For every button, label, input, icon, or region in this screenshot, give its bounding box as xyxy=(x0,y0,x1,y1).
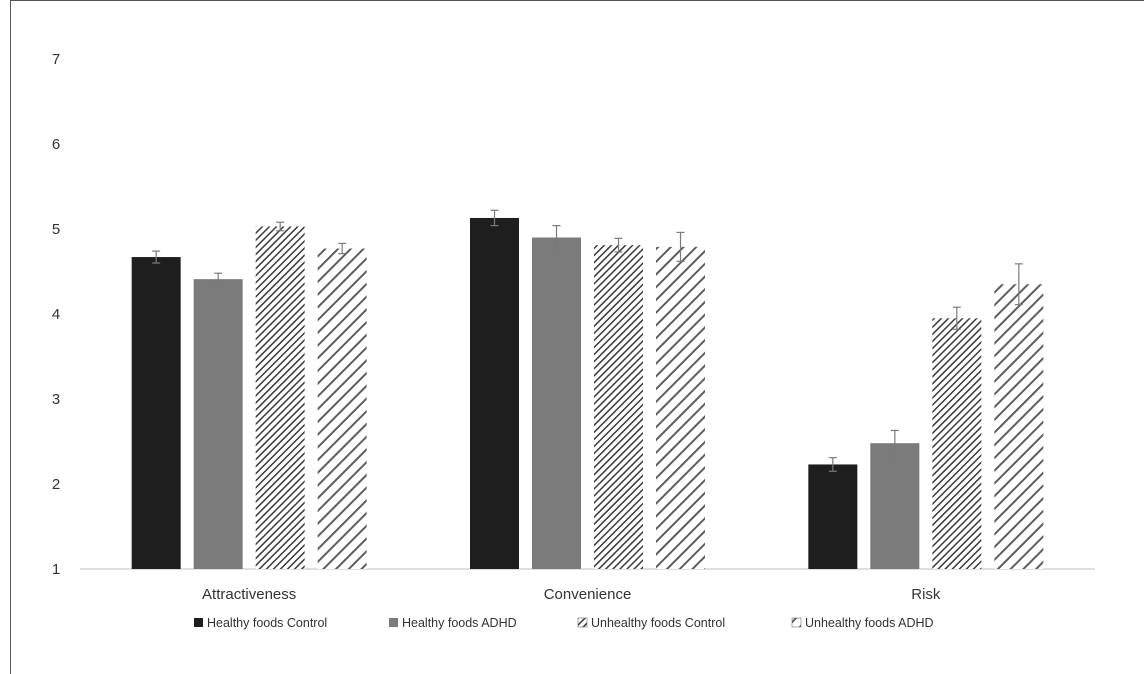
legend-item: Healthy foods ADHD xyxy=(389,616,517,630)
legend-item: Unhealthy foods ADHD xyxy=(791,616,934,630)
bar-convenience-unhealthy-foods-control xyxy=(594,245,643,569)
error-bar xyxy=(676,231,685,262)
legend-label: Healthy foods ADHD xyxy=(402,616,517,630)
legend-item: Unhealthy foods Control xyxy=(577,616,725,630)
error-bar xyxy=(276,221,285,232)
legend-swatch xyxy=(577,617,588,628)
error-bar xyxy=(214,272,223,286)
error-bar xyxy=(338,242,347,255)
bar-risk-healthy-foods-control xyxy=(808,464,858,569)
bar-convenience-healthy-foods-adhd xyxy=(532,237,581,569)
legend: Healthy foods Control Healthy foods ADHD U… xyxy=(194,616,934,630)
error-bar xyxy=(1014,263,1023,306)
bar-attractiveness-healthy-foods-adhd xyxy=(193,279,243,569)
bar-risk-healthy-foods-adhd xyxy=(870,443,920,569)
error-bar xyxy=(614,237,623,253)
bar-convenience-unhealthy-foods-adhd xyxy=(656,246,705,569)
y-tick-label: 6 xyxy=(52,136,60,153)
bar-attractiveness-unhealthy-foods-adhd xyxy=(317,248,367,570)
legend-swatch xyxy=(194,618,203,627)
category-label: Risk xyxy=(911,586,941,603)
bar-risk-unhealthy-foods-control xyxy=(932,318,982,569)
bar-attractiveness-unhealthy-foods-control xyxy=(255,226,305,569)
error-bar xyxy=(152,250,161,264)
legend-label: Unhealthy foods Control xyxy=(591,616,725,630)
error-bar xyxy=(952,306,961,330)
error-bars-group xyxy=(152,209,1023,472)
error-bar xyxy=(490,209,499,227)
y-tick-label: 4 xyxy=(52,306,60,323)
legend-swatch xyxy=(791,617,802,628)
error-bar xyxy=(890,429,899,457)
category-label: Convenience xyxy=(544,586,632,603)
legend-label: Unhealthy foods ADHD xyxy=(805,616,934,630)
y-tick-label: 1 xyxy=(52,561,60,578)
y-tick-label: 2 xyxy=(52,476,60,493)
category-labels: Attractiveness Convenience Risk xyxy=(202,586,941,603)
error-bar xyxy=(552,225,561,250)
bar-attractiveness-healthy-foods-control xyxy=(131,257,181,569)
y-tick-label: 5 xyxy=(52,221,60,238)
y-axis-ticks: 1 2 3 4 5 6 7 xyxy=(52,51,60,578)
bar-convenience-healthy-foods-control xyxy=(470,217,519,569)
legend-label: Healthy foods Control xyxy=(207,616,327,630)
bars-group xyxy=(131,217,1044,570)
y-tick-label: 3 xyxy=(52,391,60,408)
category-label: Attractiveness xyxy=(202,586,296,603)
legend-item: Healthy foods Control xyxy=(194,616,327,630)
legend-swatch xyxy=(389,618,398,627)
error-bar xyxy=(828,457,837,472)
y-tick-label: 7 xyxy=(52,51,60,68)
bar-risk-unhealthy-foods-adhd xyxy=(994,284,1044,569)
